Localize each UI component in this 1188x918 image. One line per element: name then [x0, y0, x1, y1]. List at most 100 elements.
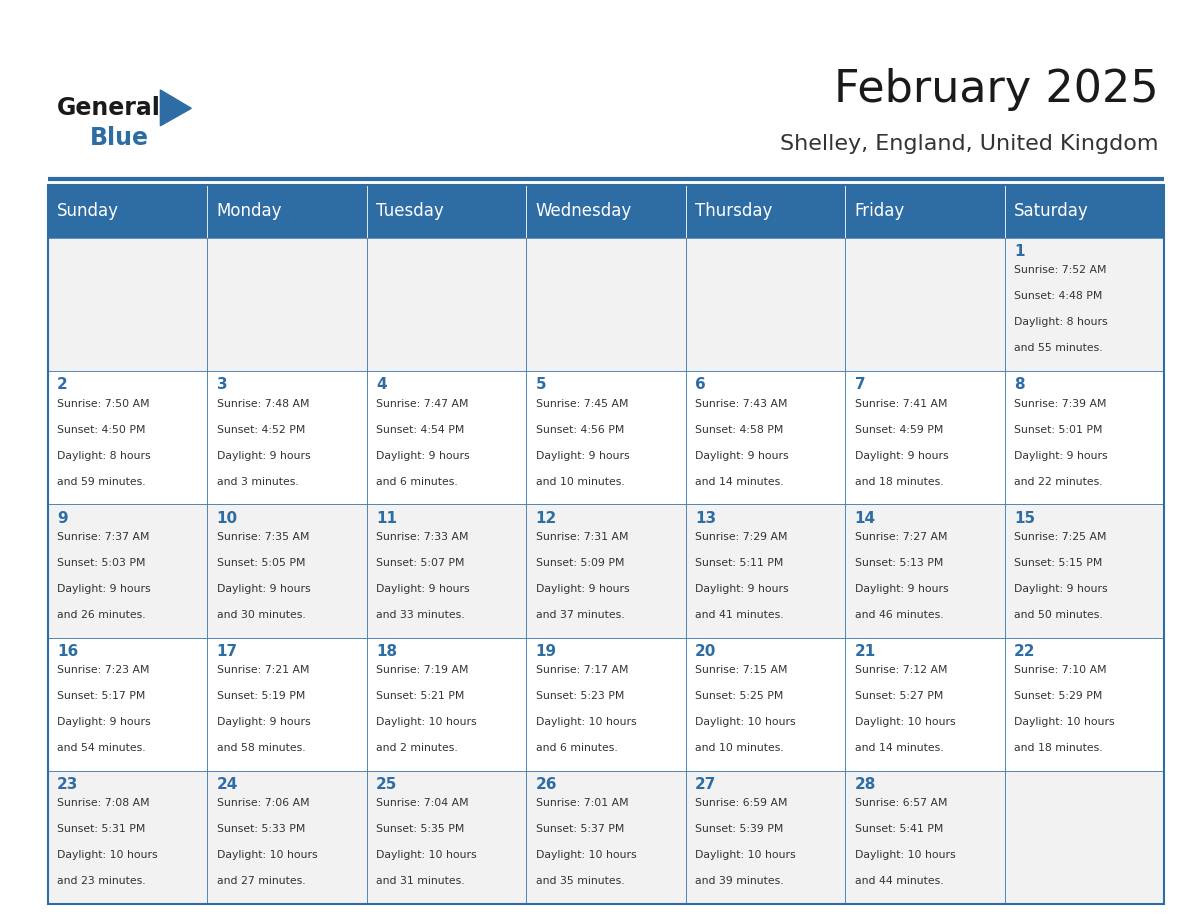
Bar — [526, 771, 685, 904]
Text: Sunrise: 7:39 AM: Sunrise: 7:39 AM — [1015, 398, 1107, 409]
Text: Sunrise: 7:27 AM: Sunrise: 7:27 AM — [854, 532, 947, 542]
Text: 1: 1 — [1015, 244, 1025, 259]
Text: Daylight: 8 hours: Daylight: 8 hours — [1015, 318, 1108, 328]
Text: Daylight: 9 hours: Daylight: 9 hours — [377, 451, 469, 461]
Text: Sunset: 5:17 PM: Sunset: 5:17 PM — [57, 691, 145, 701]
Text: Daylight: 10 hours: Daylight: 10 hours — [854, 717, 955, 727]
Text: 22: 22 — [1015, 644, 1036, 659]
Bar — [1005, 771, 1164, 904]
Text: Daylight: 9 hours: Daylight: 9 hours — [377, 584, 469, 594]
Text: Sunset: 4:54 PM: Sunset: 4:54 PM — [377, 425, 465, 434]
Text: 15: 15 — [1015, 510, 1035, 526]
Text: 11: 11 — [377, 510, 397, 526]
Bar — [367, 185, 526, 238]
Bar — [367, 504, 526, 638]
Bar — [845, 238, 1005, 371]
Text: Sunrise: 7:10 AM: Sunrise: 7:10 AM — [1015, 666, 1107, 675]
Text: Friday: Friday — [854, 202, 905, 220]
Text: Daylight: 9 hours: Daylight: 9 hours — [695, 451, 789, 461]
Text: and 54 minutes.: and 54 minutes. — [57, 744, 146, 753]
Text: Sunrise: 7:33 AM: Sunrise: 7:33 AM — [377, 532, 468, 542]
Bar — [207, 238, 367, 371]
Text: and 27 minutes.: and 27 minutes. — [216, 877, 305, 887]
Bar — [367, 371, 526, 504]
Text: Sunset: 4:52 PM: Sunset: 4:52 PM — [216, 425, 305, 434]
Text: Sunset: 4:56 PM: Sunset: 4:56 PM — [536, 425, 624, 434]
Text: Daylight: 10 hours: Daylight: 10 hours — [216, 850, 317, 860]
Text: Sunrise: 6:59 AM: Sunrise: 6:59 AM — [695, 799, 788, 809]
Text: Sunset: 5:11 PM: Sunset: 5:11 PM — [695, 558, 784, 568]
Bar — [845, 185, 1005, 238]
Text: Sunrise: 7:21 AM: Sunrise: 7:21 AM — [216, 666, 309, 675]
Text: Shelley, England, United Kingdom: Shelley, England, United Kingdom — [779, 134, 1158, 154]
Text: Sunday: Sunday — [57, 202, 119, 220]
Text: Daylight: 10 hours: Daylight: 10 hours — [536, 717, 637, 727]
Bar — [685, 771, 845, 904]
Bar — [48, 238, 207, 371]
Text: Daylight: 10 hours: Daylight: 10 hours — [695, 717, 796, 727]
Text: 17: 17 — [216, 644, 238, 659]
Text: Sunset: 5:25 PM: Sunset: 5:25 PM — [695, 691, 784, 701]
Text: and 3 minutes.: and 3 minutes. — [216, 476, 298, 487]
Text: Daylight: 9 hours: Daylight: 9 hours — [536, 584, 630, 594]
Text: Sunrise: 7:37 AM: Sunrise: 7:37 AM — [57, 532, 150, 542]
Text: Wednesday: Wednesday — [536, 202, 632, 220]
Bar — [526, 504, 685, 638]
Text: 16: 16 — [57, 644, 78, 659]
Text: and 30 minutes.: and 30 minutes. — [216, 610, 305, 620]
Bar — [1005, 504, 1164, 638]
Text: Sunrise: 7:06 AM: Sunrise: 7:06 AM — [216, 799, 309, 809]
Text: Monday: Monday — [216, 202, 282, 220]
Bar — [526, 638, 685, 771]
Text: and 6 minutes.: and 6 minutes. — [536, 744, 618, 753]
Text: 4: 4 — [377, 377, 387, 393]
Text: Daylight: 9 hours: Daylight: 9 hours — [1015, 451, 1108, 461]
Text: 21: 21 — [854, 644, 876, 659]
Text: Sunset: 5:33 PM: Sunset: 5:33 PM — [216, 824, 305, 834]
Text: and 18 minutes.: and 18 minutes. — [854, 476, 943, 487]
Text: Sunrise: 7:52 AM: Sunrise: 7:52 AM — [1015, 265, 1107, 275]
Text: and 23 minutes.: and 23 minutes. — [57, 877, 146, 887]
Text: and 58 minutes.: and 58 minutes. — [216, 744, 305, 753]
Text: Daylight: 9 hours: Daylight: 9 hours — [216, 451, 310, 461]
Bar — [526, 185, 685, 238]
Bar — [1005, 638, 1164, 771]
Bar — [367, 638, 526, 771]
Text: Sunset: 5:23 PM: Sunset: 5:23 PM — [536, 691, 624, 701]
Bar — [48, 504, 207, 638]
Text: Sunset: 5:41 PM: Sunset: 5:41 PM — [854, 824, 943, 834]
Text: Daylight: 9 hours: Daylight: 9 hours — [216, 717, 310, 727]
Text: Sunset: 5:09 PM: Sunset: 5:09 PM — [536, 558, 624, 568]
Bar — [207, 185, 367, 238]
Text: 27: 27 — [695, 778, 716, 792]
Bar — [685, 504, 845, 638]
Text: 5: 5 — [536, 377, 546, 393]
Bar — [48, 185, 1164, 904]
Text: Sunset: 5:27 PM: Sunset: 5:27 PM — [854, 691, 943, 701]
Text: Sunrise: 7:29 AM: Sunrise: 7:29 AM — [695, 532, 788, 542]
Text: Tuesday: Tuesday — [377, 202, 444, 220]
Bar — [845, 371, 1005, 504]
Text: Sunset: 4:59 PM: Sunset: 4:59 PM — [854, 425, 943, 434]
Text: 13: 13 — [695, 510, 716, 526]
Text: Sunrise: 7:04 AM: Sunrise: 7:04 AM — [377, 799, 469, 809]
Bar — [845, 638, 1005, 771]
Bar — [685, 238, 845, 371]
Text: Sunset: 5:39 PM: Sunset: 5:39 PM — [695, 824, 784, 834]
Text: and 2 minutes.: and 2 minutes. — [377, 744, 457, 753]
Text: Sunset: 5:31 PM: Sunset: 5:31 PM — [57, 824, 145, 834]
Text: Sunrise: 7:19 AM: Sunrise: 7:19 AM — [377, 666, 468, 675]
Text: Sunset: 5:13 PM: Sunset: 5:13 PM — [854, 558, 943, 568]
Bar — [1005, 238, 1164, 371]
Text: Sunset: 5:37 PM: Sunset: 5:37 PM — [536, 824, 624, 834]
Text: Saturday: Saturday — [1015, 202, 1089, 220]
Text: Daylight: 10 hours: Daylight: 10 hours — [536, 850, 637, 860]
Text: Sunrise: 7:12 AM: Sunrise: 7:12 AM — [854, 666, 947, 675]
Text: and 6 minutes.: and 6 minutes. — [377, 476, 457, 487]
Bar — [1005, 185, 1164, 238]
Text: Sunset: 5:03 PM: Sunset: 5:03 PM — [57, 558, 145, 568]
Text: 18: 18 — [377, 644, 397, 659]
Bar — [526, 371, 685, 504]
Text: Daylight: 9 hours: Daylight: 9 hours — [216, 584, 310, 594]
Text: and 18 minutes.: and 18 minutes. — [1015, 744, 1102, 753]
